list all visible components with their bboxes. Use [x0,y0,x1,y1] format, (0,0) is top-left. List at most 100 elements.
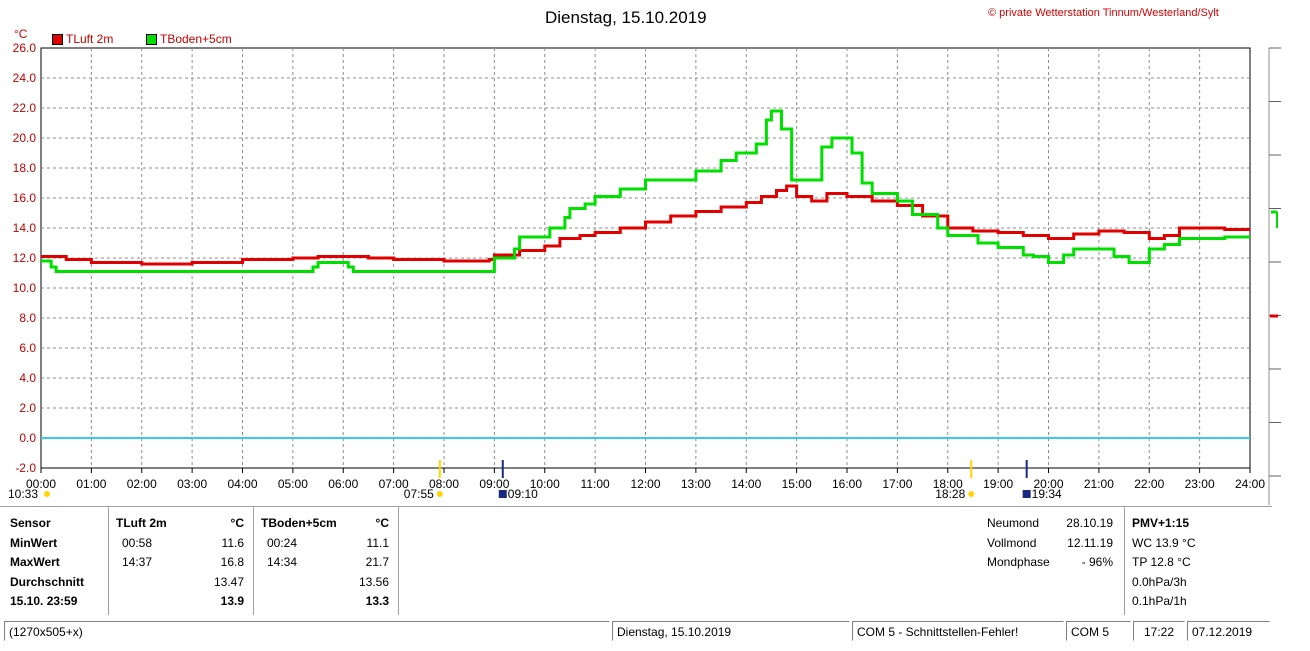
x-tick-label: 19:00 [983,477,1013,491]
tboden-header: TBoden+5cm [261,516,337,530]
unit-label: °C [14,27,28,41]
x-tick-label: 23:00 [1185,477,1215,491]
divider-3 [398,507,399,615]
pmv-tp: TP 12.8 °C [1132,555,1191,569]
sensor-label-column: Sensor MinWert MaxWert Durchschnitt 15.1… [10,514,110,612]
y-tick-label: 20.0 [13,131,37,145]
x-tick-label: 18:00 [933,477,963,491]
y-tick-label: 2.0 [19,401,36,415]
x-tick-label: 06:00 [328,477,358,491]
x-tick-label: 08:00 [429,477,459,491]
copyright-note: © private Wetterstation Tinnum/Westerlan… [988,7,1219,19]
status-time: 17:22 [1133,621,1185,641]
legend-label-tluft: TLuft 2m [66,32,114,46]
x-tick-label: 22:00 [1134,477,1164,491]
tluft-header: TLuft 2m [116,516,167,530]
row-label-avg: Durchschnitt [10,574,85,589]
tboden-column: TBoden+5cm °C 00:24 11.1 14:34 21.7 13.56 1… [261,514,391,612]
legend-tluft: TLuft 2m [52,32,113,46]
sensor-header: Sensor [10,516,51,530]
x-tick-label: 21:00 [1084,477,1114,491]
y-tick-label: 6.0 [19,341,36,355]
x-tick-label: 12:00 [630,477,660,491]
tluft-unit: °C [230,516,244,530]
y-tick-label: 10.0 [13,281,37,295]
moon-full-value: 12.11.19 [1067,535,1113,550]
status-com: COM 5 [1066,621,1131,641]
y-tick-label: 18.0 [13,161,37,175]
moon-rise-icon [1022,490,1031,498]
event-time-label: 10:33 [8,487,38,501]
x-tick-label: 07:00 [379,477,409,491]
row-label-min: MinWert [10,535,58,550]
pmv-pressure-1h: 0.1hPa/1h [1132,594,1187,608]
event-time-label: 09:10 [508,487,538,501]
x-tick-label: 00:00 [26,477,56,491]
chart-title: Dienstag, 15.10.2019 [545,8,707,27]
moon-new-value: 28.10.19 [1066,516,1113,530]
series-line-tboden [41,109,1250,273]
x-tick-label: 03:00 [177,477,207,491]
status-date: Dienstag, 15.10.2019 [612,621,850,641]
info-panel: Sensor MinWert MaxWert Durchschnitt 15.1… [0,506,1272,617]
moon-new-label: Neumond [987,516,1040,530]
legend-tboden: TBoden+5cm [146,32,232,46]
y-tick-label: 12.0 [13,251,37,265]
tluft-current-value: 13.9 [220,594,244,608]
moon-column: Neumond 28.10.19 Vollmond 12.11.19 Mondpha… [987,514,1115,573]
x-tick-label: 10:00 [530,477,560,491]
sunrise-icon [436,491,443,497]
x-tick-label: 01:00 [76,477,106,491]
y-tick-label: -2.0 [15,461,36,475]
divider-1 [108,507,109,615]
legend-swatch-tluft [52,33,63,45]
tluft-avg-value: 13.47 [213,574,244,589]
legend-label-tboden: TBoden+5cm [160,32,232,46]
moon-full-label: Vollmond [987,535,1037,550]
status-size: (1270x505+x) [4,621,610,641]
row-label-max: MaxWert [10,555,60,569]
pmv-wc: WC 13.9 °C [1132,535,1196,550]
x-tick-label: 20:00 [1033,477,1063,491]
tboden-current-value: 13.3 [365,594,389,608]
pmv-column: PMV+1:15 WC 13.9 °C TP 12.8 °C 0.0hPa/3h… [1132,514,1262,612]
series-line-tluft [41,184,1250,266]
tboden-max-value: 21.7 [365,555,389,569]
divider-4 [1124,507,1125,615]
moon-phase-label: Mondphase [987,555,1050,569]
tluft-min-time: 00:58 [122,535,153,550]
x-tick-label: 04:00 [227,477,257,491]
moon-phase-icon [498,490,507,498]
x-tick-label: 05:00 [278,477,308,491]
y-tick-label: 24.0 [13,71,37,85]
tboden-min-time: 00:24 [267,535,298,550]
temperature-chart: 26.0 24.0 22.0 20.0 18.0 16.0 14.0 12.0 10.0 8.0 6… [8,41,1281,505]
tboden-max-time: 14:34 [267,555,298,569]
divider-2 [253,507,254,615]
x-tick-label: 24:00 [1235,477,1265,491]
x-tick-label: 11:00 [581,477,610,491]
pmv-title: PMV+1:15 [1132,516,1190,530]
x-tick-label: 14:00 [731,477,761,491]
y-tick-label: 22.0 [13,101,37,115]
y-tick-label: 4.0 [19,371,36,385]
x-tick-label: 15:00 [782,477,812,491]
tboden-min-value: 11.1 [366,535,389,550]
x-tick-label: 17:00 [882,477,912,491]
status-com-error: COM 5 - Schnittstellen-Fehler! [852,621,1064,641]
tboden-unit: °C [375,516,389,530]
tluft-max-time: 14:37 [122,555,153,569]
pmv-pressure-3h: 0.0hPa/3h [1132,574,1187,589]
tluft-max-value: 16.8 [220,555,244,569]
status-bar: (1270x505+x) Dienstag, 15.10.2019 COM 5 … [0,619,1272,645]
y-tick-label: 8.0 [19,311,36,325]
sunset-icon [968,491,975,497]
event-time-label: 07:55 [404,487,434,501]
event-time-label: 18:28 [935,487,965,501]
row-label-current: 15.10. 23:59 [10,594,78,608]
legend-swatch-tboden [146,33,157,45]
tluft-column: TLuft 2m °C 00:58 11.6 14:37 16.8 13.47 13.… [116,514,246,612]
tboden-avg-value: 13.56 [358,574,389,589]
x-tick-label: 09:00 [479,477,509,491]
moon-set-icon [44,491,50,497]
